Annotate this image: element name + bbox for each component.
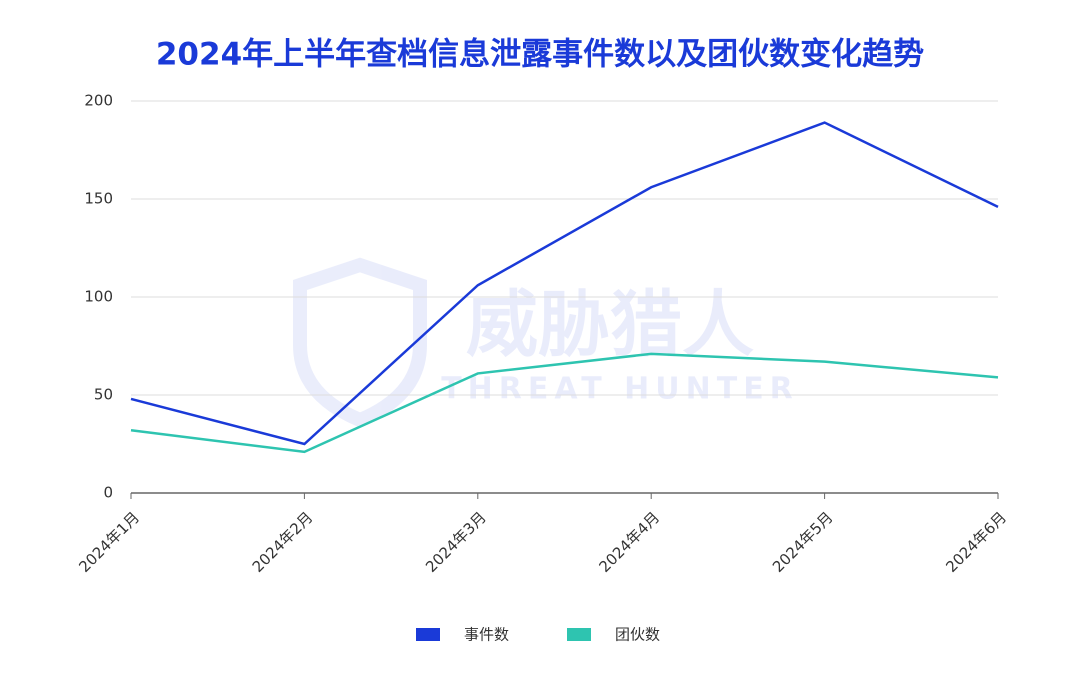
x-tick-label: 2024年2月 <box>249 508 317 576</box>
watermark: 威胁猎人 THREAT HUNTER <box>293 257 799 428</box>
chart-title: 2024年上半年查档信息泄露事件数以及团伙数变化趋势 <box>156 37 924 73</box>
x-tick-label: 2024年3月 <box>422 508 490 576</box>
line <box>130 121 999 446</box>
legend-label: 事件数 <box>464 626 509 644</box>
legend-swatch <box>416 628 440 641</box>
legend-swatch <box>567 628 591 641</box>
x-tick-label: 2024年4月 <box>596 508 664 576</box>
watermark-text: 威胁猎人 <box>466 283 754 367</box>
line <box>130 352 999 454</box>
legend-label: 团伙数 <box>615 626 660 644</box>
x-tick-label: 2024年6月 <box>942 508 1010 576</box>
y-tick-label: 200 <box>84 92 113 110</box>
watermark-text: THREAT HUNTER <box>441 372 799 407</box>
y-tick-label: 100 <box>84 288 113 306</box>
y-tick-label: 0 <box>103 484 113 502</box>
x-tick-label: 2024年1月 <box>75 508 143 576</box>
y-tick-label: 150 <box>84 190 113 208</box>
x-tick-label: 2024年5月 <box>769 508 837 576</box>
y-tick-label: 50 <box>94 386 113 404</box>
watermark-shield <box>293 257 427 428</box>
